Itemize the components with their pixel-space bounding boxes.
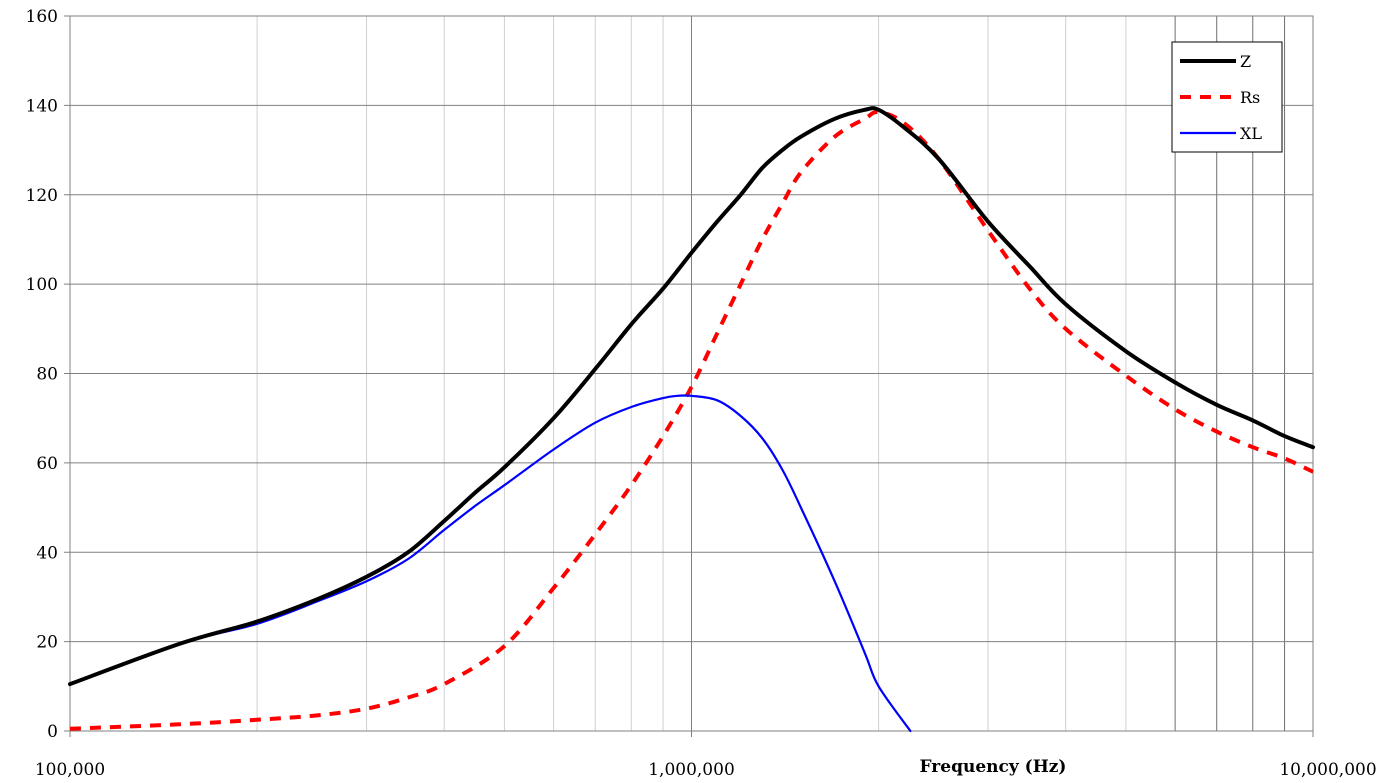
x-tick-label: 1,000,000 bbox=[648, 760, 735, 780]
legend-label-z: Z bbox=[1240, 52, 1251, 71]
legend-label-rs: Rs bbox=[1240, 88, 1260, 107]
x-axis-title: Frequency (Hz) bbox=[920, 757, 1067, 777]
x-tick-label: 100,000 bbox=[35, 760, 105, 780]
y-tick-label: 120 bbox=[26, 186, 58, 206]
chart-legend: Z Rs XL bbox=[1171, 41, 1283, 153]
y-axis-tick-labels: 0 20 40 60 80 100 120 140 160 bbox=[26, 7, 70, 742]
series-lines bbox=[68, 106, 1315, 733]
series-line-rs bbox=[69, 109, 1314, 731]
y-tick-label: 60 bbox=[36, 454, 58, 474]
y-tick-label: 0 bbox=[47, 722, 58, 742]
y-tick-label: 160 bbox=[26, 7, 58, 27]
y-tick-label: 140 bbox=[26, 96, 58, 116]
y-tick-label: 80 bbox=[36, 365, 58, 385]
x-axis-tick-labels: 100,000 1,000,000 10,000,000 bbox=[35, 731, 1377, 780]
y-tick-label: 100 bbox=[26, 275, 58, 295]
series-line-z bbox=[68, 106, 1315, 687]
series-line-xl bbox=[68, 394, 912, 733]
legend-label-xl: XL bbox=[1240, 124, 1262, 143]
y-tick-label: 20 bbox=[36, 633, 58, 653]
x-tick-label: 10,000,000 bbox=[1279, 760, 1376, 780]
y-tick-label: 40 bbox=[36, 543, 58, 563]
